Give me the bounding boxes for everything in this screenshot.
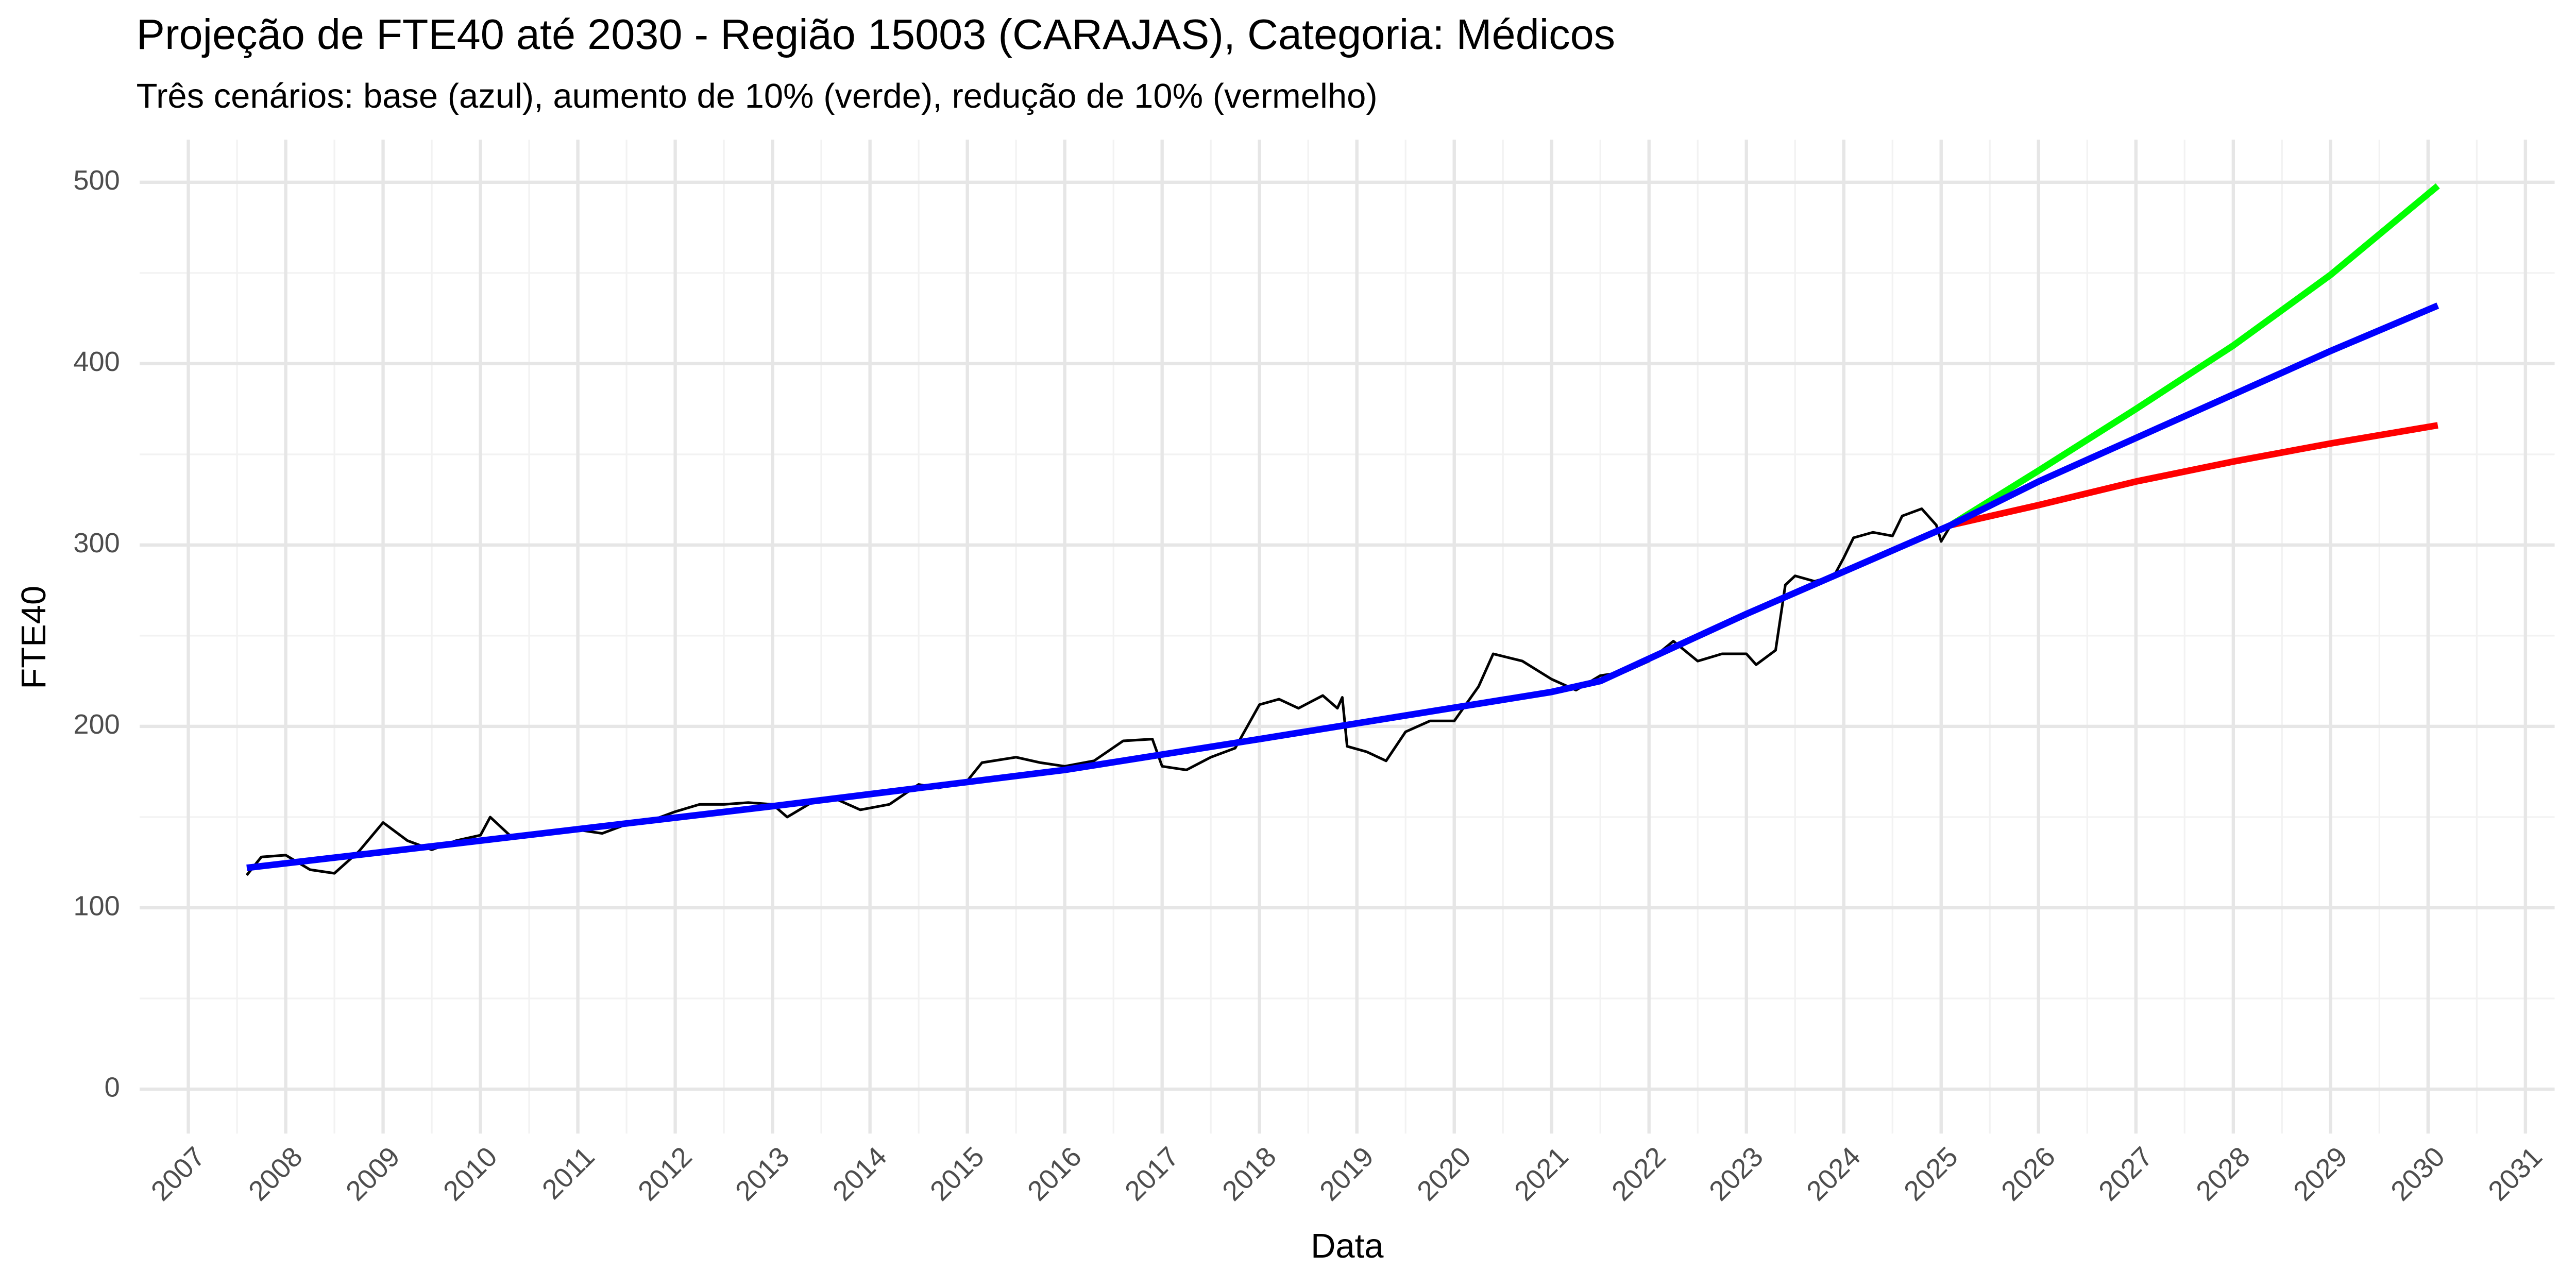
series-line [1950, 422, 2438, 529]
y-axis-title: FTE40 [14, 586, 53, 689]
chart-title: Projeção de FTE40 até 2030 - Região 1500… [137, 10, 1615, 58]
y-tick-label: 500 [73, 165, 120, 196]
series-line [246, 302, 2439, 871]
y-tick-label: 400 [73, 346, 120, 377]
y-tick-label: 0 [105, 1072, 120, 1103]
y-tick-label: 100 [73, 890, 120, 921]
series-line [1949, 183, 2440, 528]
y-tick-label: 200 [73, 709, 120, 740]
chart-subtitle: Três cenários: base (azul), aumento de 1… [137, 77, 1378, 115]
x-axis-title: Data [1311, 1227, 1384, 1265]
y-tick-label: 300 [73, 528, 120, 558]
